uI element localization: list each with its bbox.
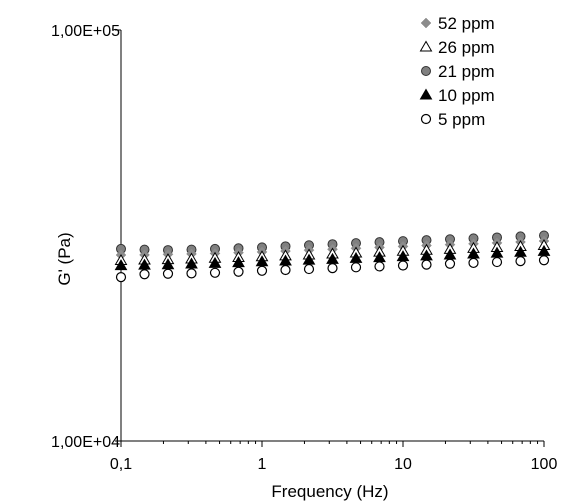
- data-point: [186, 268, 197, 279]
- x-tick-label: 0,1: [110, 456, 132, 473]
- data-point: [374, 261, 385, 272]
- y-tick-label: 1,00E+05: [51, 23, 120, 40]
- axis-titles: Frequency (Hz) G' (Pa): [55, 232, 389, 501]
- legend-item: 52 ppm: [420, 14, 495, 33]
- legend-label: 26 ppm: [438, 38, 495, 57]
- legend-marker: [420, 113, 432, 125]
- data-point: [185, 257, 198, 269]
- legend-marker: [419, 88, 433, 100]
- legend-item: 10 ppm: [419, 86, 495, 105]
- data-point: [303, 263, 315, 275]
- series-5-ppm: [115, 255, 550, 283]
- x-tick-label: 10: [394, 456, 412, 473]
- data-point: [515, 256, 526, 267]
- legend-item: 21 ppm: [421, 62, 495, 81]
- data-point: [350, 262, 362, 273]
- data-point: [162, 268, 174, 279]
- x-axis-title: Frequency (Hz): [271, 482, 388, 501]
- series-10-ppm: [114, 244, 551, 271]
- data-point: [139, 269, 150, 280]
- legend-marker: [419, 40, 433, 52]
- data-point: [397, 260, 409, 271]
- data-point: [233, 266, 244, 277]
- data-point: [421, 259, 432, 270]
- legend: 52 ppm 26 ppm 21 ppm 10 ppm 5 ppm: [419, 14, 495, 129]
- data-point: [538, 255, 550, 266]
- data-points: [114, 230, 551, 283]
- legend-item: 5 ppm: [420, 110, 485, 129]
- data-point: [491, 256, 503, 268]
- x-tick-label: 1: [258, 456, 267, 473]
- data-point: [115, 272, 127, 283]
- x-tick-label: 100: [531, 456, 558, 473]
- axes: [115, 29, 545, 447]
- legend-label: 5 ppm: [438, 110, 485, 129]
- legend-label: 10 ppm: [438, 86, 495, 105]
- data-point: [208, 256, 222, 268]
- legend-label: 52 ppm: [438, 14, 495, 33]
- legend-marker: [421, 66, 431, 76]
- data-point: [256, 265, 268, 276]
- legend-label: 21 ppm: [438, 62, 495, 81]
- legend-marker: [420, 17, 432, 29]
- y-axis-title: G' (Pa): [55, 232, 74, 285]
- data-point: [209, 267, 221, 278]
- y-tick-label: 1,00E+04: [51, 434, 120, 451]
- data-point: [232, 256, 245, 268]
- data-point: [327, 263, 338, 274]
- tick-labels: 0,1 1 10 100 1,00E+04 1,00E+05: [51, 23, 557, 473]
- data-point: [444, 258, 456, 269]
- data-point: [280, 264, 291, 276]
- data-point: [114, 259, 128, 271]
- legend-item: 26 ppm: [419, 38, 495, 57]
- data-point: [468, 257, 479, 269]
